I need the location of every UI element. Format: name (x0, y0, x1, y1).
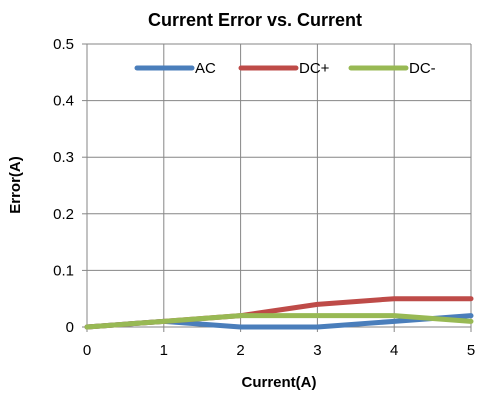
chart-title: Current Error vs. Current (148, 10, 362, 30)
y-tick-label: 0.5 (53, 36, 74, 53)
x-axis-title: Current(A) (242, 374, 317, 391)
x-tick-labels: 0 1 2 3 4 5 (83, 342, 475, 359)
y-tick-label: 0.4 (53, 93, 74, 110)
y-tick-label: 0 (66, 319, 74, 336)
y-axis-title: Error(A) (7, 156, 24, 214)
x-tick-label: 4 (390, 342, 398, 359)
series-lines (84, 296, 474, 330)
y-tick-label: 0.3 (53, 149, 74, 166)
series-line-dcminus (84, 313, 474, 330)
x-tick-label: 5 (467, 342, 475, 359)
legend-label-ac: AC (195, 60, 216, 77)
gridlines (87, 43, 472, 327)
legend: AC DC+ DC- (134, 60, 436, 77)
legend-label-dcminus: DC- (409, 60, 436, 77)
x-tick-label: 1 (160, 342, 168, 359)
x-tick-label: 2 (236, 342, 244, 359)
legend-label-dcplus: DC+ (299, 60, 330, 77)
y-tick-label: 0.2 (53, 206, 74, 223)
x-tick-label: 3 (313, 342, 321, 359)
y-tick-labels: 0 0.1 0.2 0.3 0.4 0.5 (53, 36, 74, 336)
x-tick-label: 0 (83, 342, 91, 359)
axes (82, 43, 472, 332)
y-tick-label: 0.1 (53, 262, 74, 279)
